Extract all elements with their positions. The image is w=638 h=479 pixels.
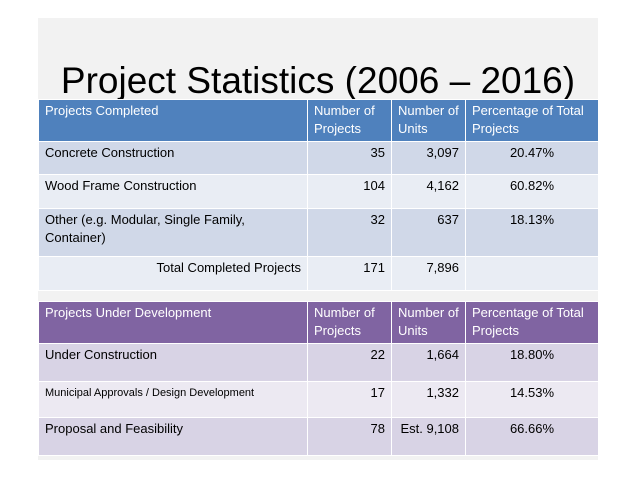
total-row: Total Completed Projects 171 7,896 — [38, 256, 599, 291]
header-number-of-projects: Number of Projects — [307, 301, 392, 344]
header-number-of-projects: Number of Projects — [307, 99, 392, 142]
header-category: Projects Under Development — [38, 301, 308, 344]
header-category: Projects Completed — [38, 99, 308, 142]
table-row: Proposal and Feasibility 78 Est. 9,108 6… — [38, 417, 599, 456]
total-label: Total Completed Projects — [38, 256, 308, 291]
row-percent: 14.53% — [465, 381, 599, 418]
table-row: Wood Frame Construction 104 4,162 60.82% — [38, 174, 599, 209]
total-units: 7,896 — [391, 256, 466, 291]
header-percentage: Percentage of Total Projects — [465, 99, 599, 142]
slide-title: Project Statistics (2006 – 2016) — [60, 60, 576, 101]
row-projects: 35 — [307, 141, 392, 175]
table-header-row: Projects Under Development Number of Pro… — [38, 301, 599, 344]
total-projects: 171 — [307, 256, 392, 291]
row-units: 3,097 — [391, 141, 466, 175]
row-label: Proposal and Feasibility — [38, 417, 308, 456]
row-label: Under Construction — [38, 343, 308, 382]
row-label: Concrete Construction — [38, 141, 308, 175]
row-units: 637 — [391, 208, 466, 257]
header-number-of-units: Number of Units — [391, 99, 466, 142]
row-units: 4,162 — [391, 174, 466, 209]
header-percentage: Percentage of Total Projects — [465, 301, 599, 344]
row-projects: 17 — [307, 381, 392, 418]
row-percent: 60.82% — [465, 174, 599, 209]
row-label: Municipal Approvals / Design Development — [38, 381, 308, 418]
row-percent: 20.47% — [465, 141, 599, 175]
table-row: Concrete Construction 35 3,097 20.47% — [38, 141, 599, 175]
development-projects-table: Projects Under Development Number of Pro… — [38, 301, 599, 456]
row-units: 1,664 — [391, 343, 466, 382]
table-row: Other (e.g. Modular, Single Family, Cont… — [38, 208, 599, 257]
header-number-of-units: Number of Units — [391, 301, 466, 344]
row-projects: 22 — [307, 343, 392, 382]
row-percent: 18.13% — [465, 208, 599, 257]
total-percent-empty — [465, 256, 599, 291]
table-header-row: Projects Completed Number of Projects Nu… — [38, 99, 599, 142]
row-label: Other (e.g. Modular, Single Family, Cont… — [38, 208, 308, 257]
row-units: 1,332 — [391, 381, 466, 418]
row-label: Wood Frame Construction — [38, 174, 308, 209]
row-percent: 18.80% — [465, 343, 599, 382]
row-projects: 78 — [307, 417, 392, 456]
completed-projects-table: Projects Completed Number of Projects Nu… — [38, 99, 599, 291]
row-projects: 104 — [307, 174, 392, 209]
table-row: Municipal Approvals / Design Development… — [38, 381, 599, 418]
row-units: Est. 9,108 — [391, 417, 466, 456]
table-row: Under Construction 22 1,664 18.80% — [38, 343, 599, 382]
row-projects: 32 — [307, 208, 392, 257]
row-percent: 66.66% — [465, 417, 599, 456]
slide: Project Statistics (2006 – 2016) Project… — [38, 18, 599, 460]
